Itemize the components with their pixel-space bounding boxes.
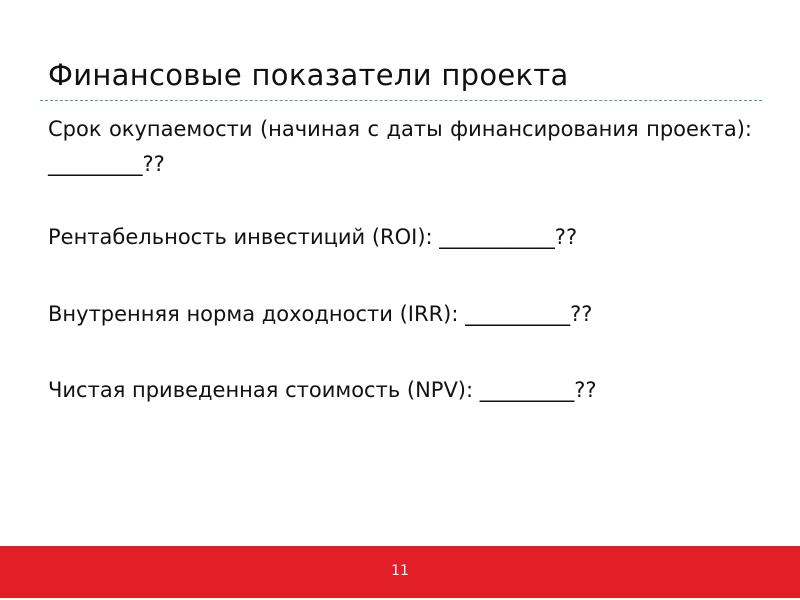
irr-item: Внутренняя норма доходности (IRR): _____…: [48, 302, 593, 326]
title-divider: [40, 100, 762, 101]
roi-item: Рентабельность инвестиций (ROI): _______…: [48, 225, 578, 249]
payback-period-item: Срок окупаемости (начиная с даты финанси…: [48, 117, 752, 176]
slide-title: Финансовые показатели проекта: [48, 58, 569, 92]
npv-item: Чистая приведенная стоимость (NPV): ____…: [48, 378, 597, 402]
footer-bar: 11: [0, 546, 800, 598]
page-number: 11: [391, 563, 409, 579]
